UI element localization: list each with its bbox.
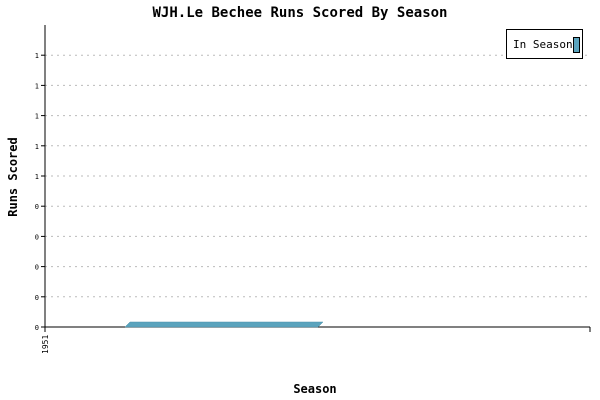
y-tick-label: 1 <box>35 173 39 181</box>
chart-title: WJH.Le Bechee Runs Scored By Season <box>152 5 448 21</box>
x-axis-label: Season <box>293 382 337 396</box>
legend-label: In Season <box>513 38 573 51</box>
y-tick-label: 1 <box>35 113 39 121</box>
legend-swatch <box>573 37 580 53</box>
y-tick-label: 0 <box>35 233 39 241</box>
y-tick-label: 0 <box>35 324 39 332</box>
y-tick-label: 1 <box>35 52 39 60</box>
legend: In Season <box>506 29 583 59</box>
y-tick-label: 1 <box>35 82 39 90</box>
y-tick-label: 0 <box>35 203 39 211</box>
y-tick-label: 0 <box>35 294 39 302</box>
y-tick-label: 1 <box>35 143 39 151</box>
y-tick-label: 0 <box>35 264 39 272</box>
x-tick-label: 1951 <box>41 335 50 354</box>
series-area-in-season <box>124 321 324 328</box>
